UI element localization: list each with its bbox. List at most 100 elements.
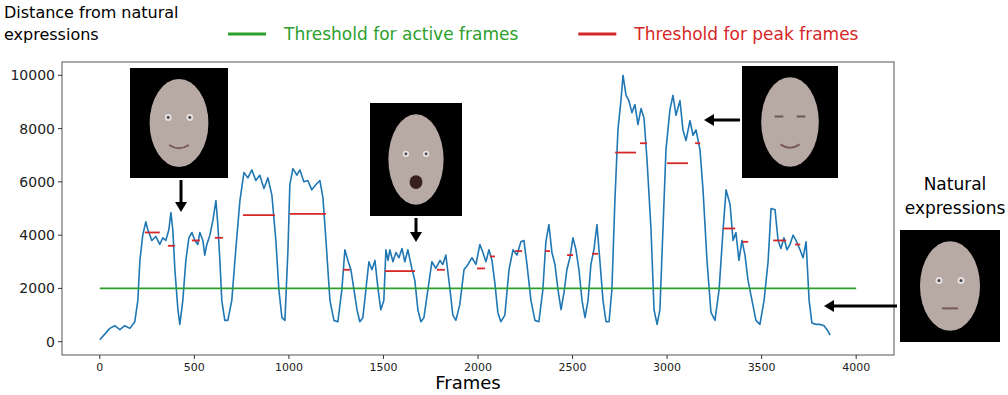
arrow-shaft bbox=[714, 119, 740, 122]
y-tick bbox=[58, 288, 62, 289]
threshold-line bbox=[215, 237, 223, 239]
face-pupil bbox=[167, 116, 170, 119]
arrow-head bbox=[704, 114, 714, 126]
face-eye bbox=[936, 277, 943, 284]
threshold-line bbox=[477, 268, 485, 270]
threshold-line bbox=[385, 270, 415, 272]
threshold-line bbox=[592, 253, 598, 255]
threshold-line bbox=[192, 240, 200, 242]
x-tick-label: 500 bbox=[184, 361, 205, 374]
legend-swatch bbox=[578, 33, 616, 36]
x-tick bbox=[667, 355, 668, 359]
arrow bbox=[824, 300, 897, 312]
chart: 0500100015002000250030003500400002000400… bbox=[0, 0, 1008, 395]
threshold-line bbox=[615, 152, 636, 154]
threshold-line bbox=[515, 250, 522, 252]
text-line: Natural bbox=[924, 174, 987, 194]
threshold-line bbox=[742, 241, 748, 243]
face-image bbox=[370, 103, 462, 216]
face-head bbox=[150, 79, 209, 167]
x-axis-title: Frames bbox=[435, 372, 500, 393]
arrow-shaft bbox=[834, 305, 897, 308]
x-tick-label: 1000 bbox=[275, 361, 303, 374]
threshold-line bbox=[437, 269, 445, 271]
face-pupil bbox=[960, 279, 963, 282]
face-eye bbox=[958, 277, 965, 284]
face-eye bbox=[423, 151, 429, 157]
face-head bbox=[920, 241, 980, 331]
face-image bbox=[742, 66, 838, 178]
threshold-line bbox=[343, 269, 350, 271]
y-tick-label: 0 bbox=[46, 334, 55, 350]
legend-label: Threshold for active frames bbox=[283, 24, 518, 44]
y-tick bbox=[58, 75, 62, 76]
y-tick-label: 6000 bbox=[19, 174, 55, 190]
arrow bbox=[175, 180, 187, 212]
y-tick-label: 8000 bbox=[19, 121, 55, 137]
face-pupil bbox=[938, 279, 941, 282]
face-eye bbox=[403, 151, 409, 157]
threshold-line bbox=[100, 288, 856, 290]
face-image bbox=[900, 230, 1000, 342]
face-head bbox=[761, 77, 819, 167]
x-tick-label: 2500 bbox=[559, 361, 587, 374]
arrow-head bbox=[410, 232, 422, 242]
face-mouth bbox=[780, 144, 799, 147]
x-tick-label: 0 bbox=[96, 361, 103, 374]
x-tick bbox=[478, 355, 479, 359]
y-axis-title: Distance from natural expressions bbox=[4, 3, 179, 44]
text-line: Distance from natural bbox=[4, 3, 179, 22]
arrow bbox=[704, 114, 740, 126]
threshold-line bbox=[640, 142, 647, 144]
face-eye bbox=[165, 114, 172, 121]
face-eye bbox=[186, 114, 193, 121]
face-eyes bbox=[775, 115, 806, 117]
face-bg bbox=[370, 103, 462, 216]
y-tick bbox=[58, 235, 62, 236]
arrow-head bbox=[175, 202, 187, 212]
face-mouth bbox=[410, 175, 423, 189]
face-image bbox=[130, 68, 228, 178]
arrow-shaft bbox=[415, 218, 418, 232]
threshold-line bbox=[290, 213, 326, 215]
legend-label: Threshold for peak frames bbox=[633, 24, 858, 44]
face-bg bbox=[130, 68, 228, 178]
x-tick bbox=[572, 355, 573, 359]
arrow-shaft bbox=[180, 180, 183, 202]
annotation: Natural expressions bbox=[905, 174, 1006, 218]
x-tick bbox=[99, 355, 100, 359]
face-head bbox=[388, 114, 443, 204]
x-tick bbox=[383, 355, 384, 359]
threshold-line bbox=[567, 254, 573, 256]
face-pupil bbox=[405, 152, 408, 155]
threshold-line bbox=[723, 228, 735, 230]
y-tick bbox=[58, 341, 62, 342]
face-bg bbox=[900, 230, 1000, 342]
arrow bbox=[410, 218, 422, 242]
x-tick-label: 3000 bbox=[653, 361, 681, 374]
text-line: expressions bbox=[4, 25, 99, 44]
threshold-line bbox=[795, 244, 800, 246]
x-tick bbox=[761, 355, 762, 359]
y-tick-label: 4000 bbox=[19, 227, 55, 243]
face-pupil bbox=[188, 116, 191, 119]
face-pupil bbox=[425, 152, 428, 155]
x-tick bbox=[288, 355, 289, 359]
threshold-line bbox=[145, 232, 160, 234]
x-tick-label: 1500 bbox=[369, 361, 397, 374]
legend-swatch bbox=[228, 33, 266, 36]
face-mouth bbox=[942, 307, 958, 309]
threshold-line bbox=[695, 142, 700, 144]
axes-frame bbox=[62, 62, 894, 355]
face-bg bbox=[742, 66, 838, 178]
y-tick-label: 10000 bbox=[10, 67, 55, 83]
x-tick bbox=[194, 355, 195, 359]
x-tick-label: 4000 bbox=[842, 361, 870, 374]
y-tick bbox=[58, 181, 62, 182]
y-tick bbox=[58, 128, 62, 129]
threshold-line bbox=[545, 250, 550, 252]
threshold-line bbox=[168, 245, 175, 247]
x-tick-label: 3500 bbox=[748, 361, 776, 374]
arrow-head bbox=[824, 300, 834, 312]
text-line: expressions bbox=[905, 198, 1006, 218]
